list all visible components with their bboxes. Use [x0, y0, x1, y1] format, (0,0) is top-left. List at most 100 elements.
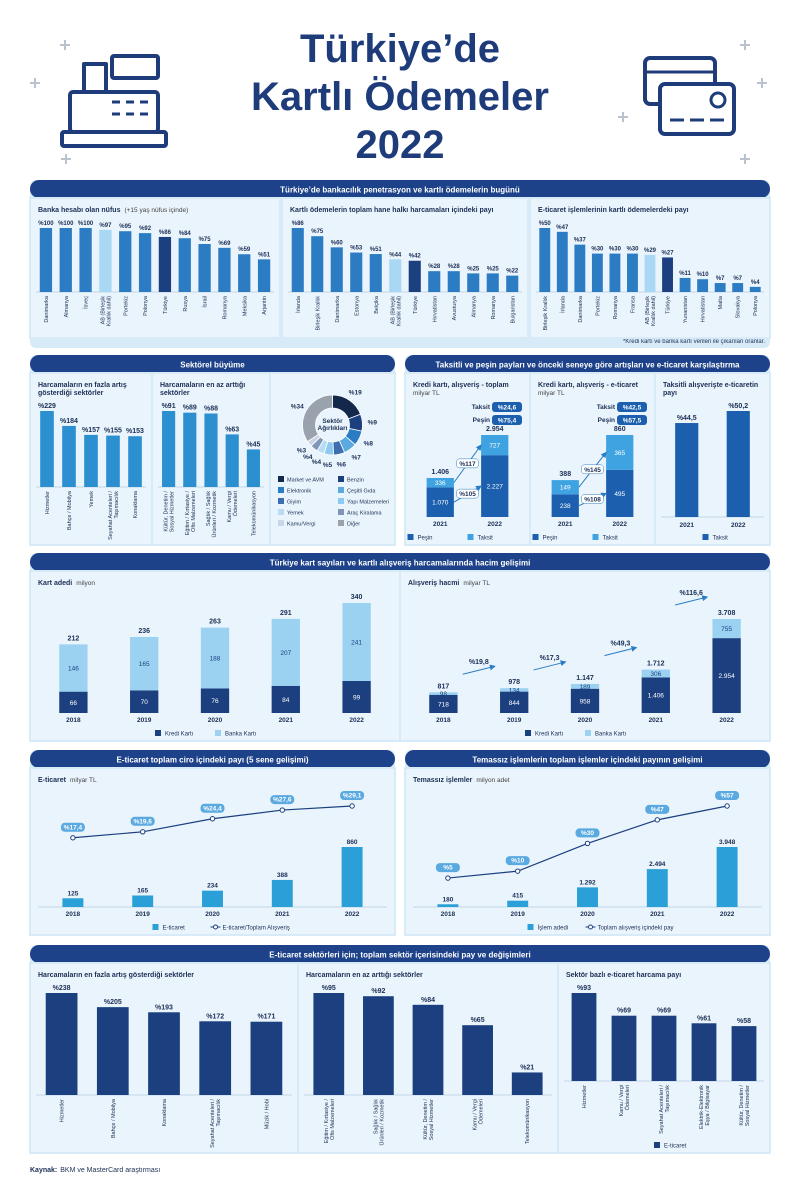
bar — [714, 283, 726, 292]
bar-segment — [200, 627, 230, 689]
bar — [749, 286, 761, 292]
text-line: Sosyal Hizmetler — [429, 1099, 435, 1140]
bar-segment — [551, 480, 579, 495]
value-label: %100 — [38, 221, 54, 227]
total-label: 236 — [138, 628, 150, 635]
text-line: AB (Birleşik — [100, 296, 106, 325]
value-label: %172 — [206, 1013, 224, 1020]
value-label: %50,2 — [728, 403, 748, 410]
x-tick-label: Hırvatistan — [701, 296, 707, 322]
share-label: %42,5 — [623, 405, 642, 412]
bar — [591, 253, 603, 292]
bar-segment — [130, 636, 159, 691]
value-label: %229 — [38, 403, 56, 410]
section-header — [30, 945, 770, 963]
share-name: Taksit — [472, 404, 491, 411]
segment-label: 165 — [139, 661, 150, 668]
pie-slice — [302, 394, 333, 443]
growth-pill — [456, 488, 479, 499]
bar-segment — [606, 435, 634, 470]
value-label: %51 — [258, 252, 271, 258]
growth-label: %117 — [459, 461, 476, 468]
chart-title: Kart adedi — [38, 580, 72, 587]
legend-label: Taksit — [603, 536, 619, 542]
growth-label: %145 — [584, 467, 601, 474]
x-tick-label: Konaklama — [133, 490, 139, 518]
x-tick-label: 2020 — [578, 717, 593, 724]
text-line: Taşımacılık — [665, 1085, 671, 1113]
point-pill — [645, 804, 670, 814]
bar — [96, 1007, 129, 1095]
bar-segment — [271, 685, 300, 713]
x-tick-label: 2021 — [279, 717, 294, 724]
value-label: %61 — [697, 1015, 711, 1022]
point-label: %24,4 — [203, 805, 222, 812]
x-tick-label: İrlanda — [295, 295, 302, 313]
bar — [651, 1015, 677, 1081]
slice-label: %4 — [303, 454, 313, 461]
legend-swatch — [338, 520, 344, 526]
text-line: Harcamaların en az arttığı — [160, 382, 245, 389]
bar — [313, 993, 345, 1095]
segment-label: 365 — [614, 450, 625, 457]
bar-segment — [641, 677, 670, 713]
x-tick-label: 2022 — [345, 911, 360, 918]
total-label: 978 — [508, 679, 520, 686]
share-name: Peşin — [473, 417, 490, 424]
x-tick-label: 2018 — [66, 717, 81, 724]
legend-swatch — [278, 498, 284, 504]
section-header — [30, 750, 395, 768]
chart-unit: milyar TL — [413, 390, 440, 397]
bar — [341, 847, 363, 907]
bar — [271, 879, 293, 907]
legend-swatch — [338, 476, 344, 482]
legend-swatch — [527, 924, 534, 930]
legend-swatch — [592, 534, 599, 540]
legend-swatch — [338, 498, 344, 504]
bar-segment — [59, 691, 88, 713]
share-name: Taksit — [597, 404, 616, 411]
legend-label: Toplam alışveriş içindeki pay — [598, 926, 674, 932]
bar — [408, 260, 421, 292]
card-front — [658, 82, 736, 136]
value-label: %193 — [155, 1004, 173, 1011]
value-label: %50 — [539, 221, 552, 227]
x-tick-label: Birleşik Krallık — [315, 296, 321, 331]
bar — [732, 283, 744, 292]
x-tick-label: Arjantin — [262, 296, 268, 315]
x-tick-label: Telekomünikasyon — [251, 491, 257, 536]
share-label: %75,4 — [498, 418, 517, 425]
value-label: %69 — [617, 1008, 631, 1015]
x-tick-label: Kültür, Denetim /Sosyal Hizmetler — [164, 491, 176, 533]
title-line: Kartlı Ödemeler — [251, 74, 549, 119]
bar — [437, 904, 459, 907]
bar — [330, 247, 343, 292]
value-label: 1.292 — [579, 879, 596, 886]
line-point — [445, 875, 451, 881]
x-tick-label: Romanya — [613, 295, 619, 319]
growth-label: %116,6 — [680, 590, 703, 597]
decor-crosses — [30, 40, 767, 164]
slice-label: %4 — [312, 459, 322, 466]
section-title: Sektörel büyüme — [180, 361, 245, 370]
x-tick-label: Portekiz — [595, 296, 601, 316]
chart-unit: milyar TL — [538, 390, 565, 397]
value-label: %69 — [218, 241, 231, 247]
text-line: Sağlık / Sağlık — [373, 1099, 379, 1134]
bar — [62, 898, 84, 907]
x-tick-label: 2021 — [680, 522, 695, 529]
bar — [311, 236, 324, 292]
value-label: %10 — [697, 272, 710, 278]
bar — [389, 259, 402, 292]
register-body — [68, 90, 160, 134]
share-label: %24,6 — [498, 405, 517, 412]
line-point — [349, 803, 355, 809]
text-line: Krallık dahil) — [396, 296, 402, 326]
register-receipt — [82, 62, 108, 94]
chart-panel — [404, 767, 771, 936]
text-line: Sağlık / Sağlık — [206, 491, 212, 526]
chart-title: Kredi kartı, alışveriş - toplam — [413, 382, 509, 389]
legend-label: E-ticaret — [664, 1144, 687, 1150]
point-label: %29,1 — [343, 793, 362, 800]
x-tick-label: Meksika — [242, 295, 248, 316]
